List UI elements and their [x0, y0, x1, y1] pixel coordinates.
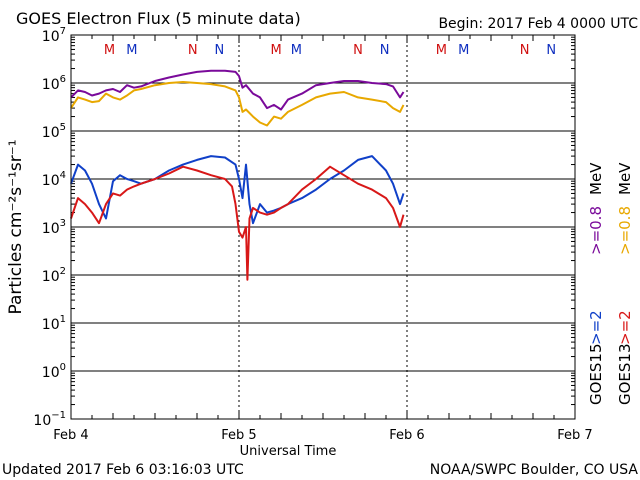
- local-time-marker: M: [270, 43, 281, 58]
- credit-label: NOAA/SWPC Boulder, CO USA: [430, 462, 639, 478]
- local-time-marker: M: [291, 43, 302, 58]
- y-tick-label: 100: [42, 362, 66, 381]
- series-line: [70, 165, 405, 281]
- x-tick-label: Feb 5: [221, 428, 256, 443]
- local-time-marker: M: [458, 43, 469, 58]
- data-series: [70, 69, 405, 281]
- x-ticks: Feb 4 Feb 5 Feb 6 Feb 7: [53, 35, 593, 443]
- chart-title: GOES Electron Flux (5 minute data): [16, 9, 301, 28]
- y-tick-label: 106: [42, 74, 66, 93]
- x-tick-label: Feb 6: [389, 428, 424, 443]
- local-time-marker: N: [353, 43, 363, 58]
- begin-label: Begin: 2017 Feb 4 0000 UTC: [438, 16, 638, 32]
- y-tick-label: 107: [42, 26, 66, 45]
- local-time-marker: N: [380, 43, 390, 58]
- legend-unit-2: MeV: [616, 162, 634, 195]
- legend-goes13-header: GOES13: [616, 343, 634, 405]
- local-time-marker: N: [215, 43, 225, 58]
- legend-unit-1: MeV: [587, 162, 605, 195]
- legend-goes15-header: GOES15: [587, 343, 605, 405]
- legend-goes15-high: >=0.8: [587, 206, 605, 255]
- y-tick-labels: 107 106 105 104 103 102 101 100 10−1: [33, 26, 66, 429]
- legend-goes13-high: >=0.8: [616, 206, 634, 255]
- series-line: [70, 81, 405, 127]
- y-tick-label: 105: [42, 122, 66, 141]
- legend-goes15-low: >=2: [587, 310, 605, 345]
- series-line: [70, 155, 405, 225]
- y-tick-label: 103: [42, 218, 66, 237]
- x-tick-label: Feb 4: [53, 428, 88, 443]
- local-time-marker: M: [126, 43, 137, 58]
- local-time-marker: M: [436, 43, 447, 58]
- y-axis-label: Particles cm⁻²s⁻¹sr⁻¹: [6, 139, 26, 314]
- gridlines: [71, 36, 575, 406]
- local-time-marker: N: [546, 43, 556, 58]
- local-time-marker: N: [520, 43, 530, 58]
- y-tick-label: 101: [42, 314, 66, 333]
- y-tick-label: 102: [42, 266, 66, 285]
- y-tick-label: 104: [42, 170, 66, 189]
- updated-timestamp: Updated 2017 Feb 6 03:16:03 UTC: [2, 462, 244, 478]
- local-time-marker: N: [188, 43, 198, 58]
- plot-frame: [70, 34, 576, 420]
- series-legend: GOES15 >=2 >=0.8 MeV GOES13 >=2 >=0.8 Me…: [587, 162, 634, 405]
- y-tick-label: 10−1: [33, 410, 66, 429]
- legend-goes13-low: >=2: [616, 310, 634, 345]
- x-axis-label: Universal Time: [240, 444, 337, 459]
- x-tick-label: Feb 7: [557, 428, 592, 443]
- series-line: [70, 69, 405, 111]
- local-time-marker: M: [104, 43, 115, 58]
